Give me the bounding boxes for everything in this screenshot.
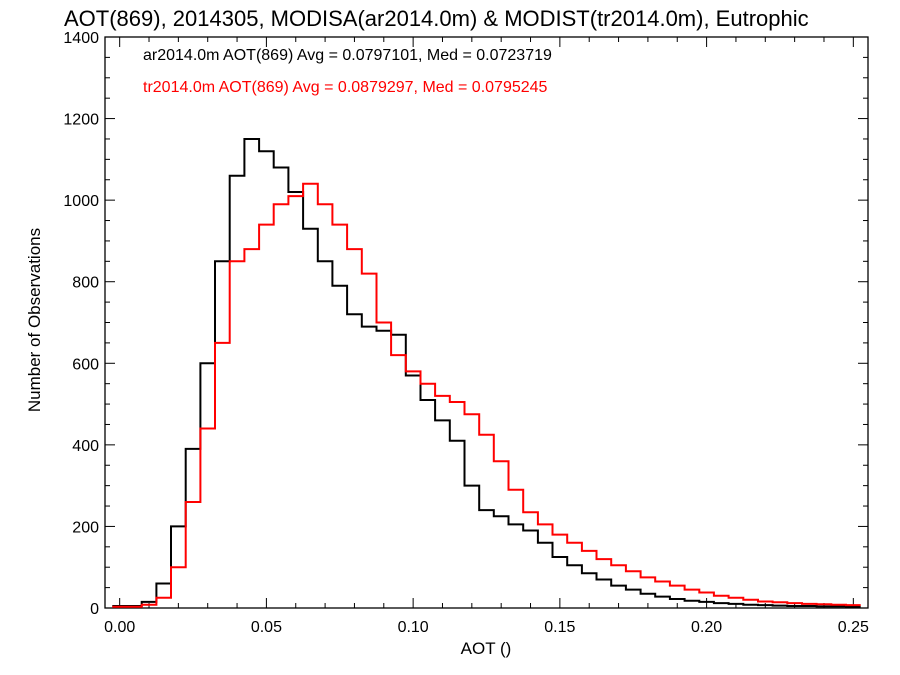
y-axis-label: Number of Observations [25, 228, 44, 412]
y-tick-label: 400 [72, 438, 99, 455]
series-line-1 [112, 138, 861, 608]
x-tick-label: 0.20 [691, 619, 722, 636]
x-tick-label: 0.10 [398, 619, 429, 636]
y-tick-label: 0 [90, 601, 99, 618]
x-tick-label: 0.25 [838, 619, 869, 636]
x-tick-label: 0.15 [544, 619, 575, 636]
y-tick-label: 1000 [63, 193, 99, 210]
y-tick-label: 1200 [63, 112, 99, 129]
x-axis: 0.00 0.05 0.10 0.15 0.20 0.25 [104, 37, 869, 636]
annotation-tr2014-stats: tr2014.0m AOT(869) Avg = 0.0879297, Med … [143, 79, 548, 96]
chart-title: AOT(869), 2014305, MODISA(ar2014.0m) & M… [64, 6, 809, 31]
y-tick-label: 600 [72, 356, 99, 373]
series-line-2 [112, 182, 861, 608]
x-tick-label: 0.00 [104, 619, 135, 636]
plot-frame [104, 36, 869, 609]
x-tick-label: 0.05 [251, 619, 282, 636]
annotation-ar2014-stats: ar2014.0m AOT(869) Avg = 0.0797101, Med … [143, 47, 552, 64]
y-axis: 0 200 400 600 800 1000 1200 1400 [63, 30, 868, 618]
x-axis-label: AOT () [461, 639, 512, 658]
y-tick-label: 1400 [63, 30, 99, 47]
y-tick-label: 800 [72, 275, 99, 292]
series-layer [112, 138, 861, 608]
y-tick-label: 200 [72, 519, 99, 536]
